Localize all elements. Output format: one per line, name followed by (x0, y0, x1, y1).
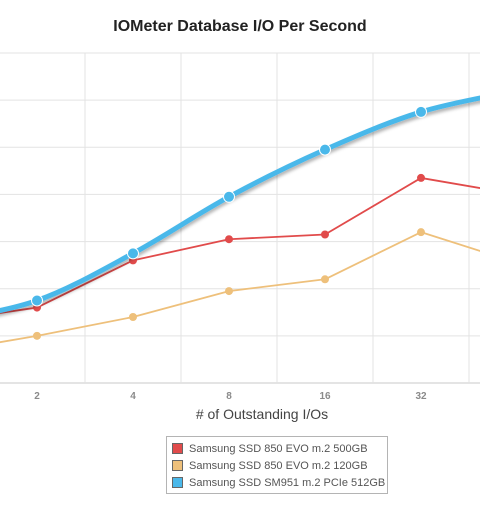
x-axis-ticks: 2 4 8 16 32 (34, 391, 427, 402)
series-3-point-8 (223, 190, 235, 203)
x-tick-label: 8 (226, 391, 232, 402)
legend: Samsung SSD 850 EVO m.2 500GB Samsung SSD… (166, 436, 388, 494)
series-2-point-8 (225, 287, 233, 296)
series-3-point-2 (31, 294, 43, 307)
legend-swatch (172, 443, 183, 454)
series-2-line (0, 231, 480, 344)
series-1-point-16 (321, 230, 329, 239)
series-1-line (0, 177, 480, 314)
legend-label: Samsung SSD SM951 m.2 PCIe 512GB (189, 476, 386, 489)
series-1 (0, 173, 480, 314)
series-3-point-16 (319, 143, 331, 156)
series-2-point-2 (33, 331, 41, 340)
series-2-point-32 (417, 228, 425, 237)
x-axis-title: # of Outstanding I/Os (196, 406, 328, 422)
chart-title: IOMeter Database I/O Per Second (113, 18, 367, 35)
series-2-point-16 (321, 275, 329, 284)
x-tick-label: 4 (130, 391, 136, 402)
grid (0, 52, 480, 384)
legend-swatch (172, 460, 183, 471)
series-3-point-32 (415, 105, 427, 118)
series-1-point-32 (417, 173, 425, 182)
series-3 (0, 95, 480, 314)
legend-item: Samsung SSD 850 EVO m.2 500GB (172, 440, 387, 457)
series-lines (0, 95, 480, 344)
series-3-line (0, 95, 480, 314)
legend-item: Samsung SSD SM951 m.2 PCIe 512GB (172, 474, 387, 491)
legend-item: Samsung SSD 850 EVO m.2 120GB (172, 457, 387, 474)
x-tick-label: 16 (319, 391, 331, 402)
legend-label: Samsung SSD 850 EVO m.2 500GB (189, 442, 368, 455)
legend-swatch (172, 477, 183, 488)
series-2 (0, 228, 480, 344)
x-tick-label: 2 (34, 391, 40, 402)
series-3-point-4 (127, 247, 139, 260)
x-tick-label: 32 (415, 391, 427, 402)
series-1-point-8 (225, 235, 233, 244)
series-2-point-4 (129, 313, 137, 321)
legend-label: Samsung SSD 850 EVO m.2 120GB (189, 459, 368, 472)
